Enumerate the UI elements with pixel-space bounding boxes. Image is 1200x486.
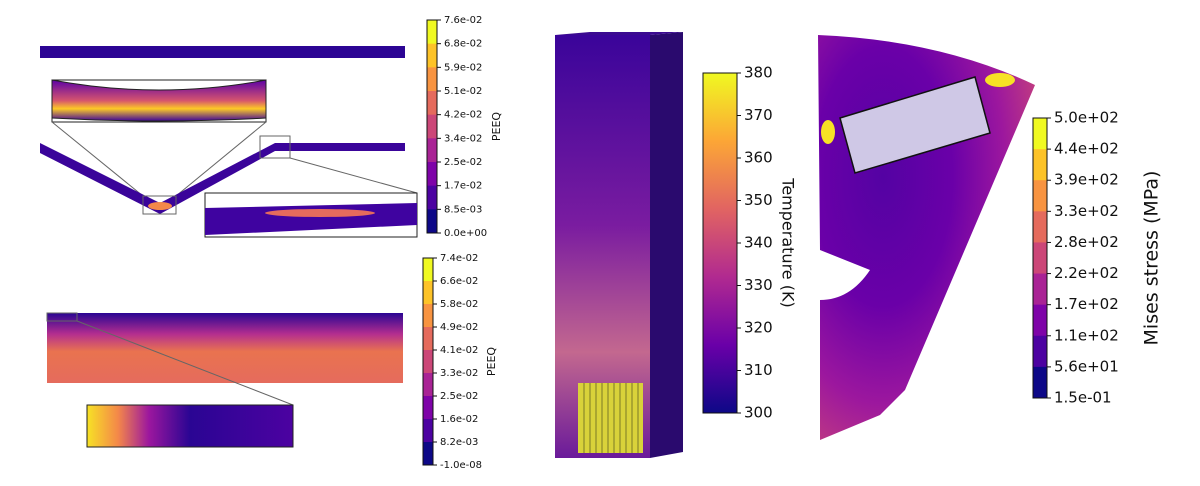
colorbar-band	[423, 258, 433, 282]
colorbar-tick-label: 4.9e-02	[440, 322, 478, 333]
colorbar-tick-label: 0.0e+00	[444, 228, 487, 239]
colorbar-band	[1033, 118, 1047, 150]
colorbar-label: Temperature (K)	[779, 177, 798, 307]
colorbar-tick-label: 1.7e+02	[1054, 295, 1119, 313]
colorbar-band	[427, 20, 437, 45]
heatsink-panel	[555, 32, 683, 458]
colorbar-band	[1033, 211, 1047, 243]
colorbar-tick-label: 4.2e-02	[444, 110, 482, 121]
colorbar-tick-label: 6.6e-02	[440, 276, 478, 287]
colorbar-gradient	[703, 73, 737, 413]
colorbar-tick-label: 2.5e-02	[440, 391, 478, 402]
colorbar-tick-label: 360	[744, 149, 773, 167]
colorbar-band	[427, 114, 437, 139]
colorbar-band	[423, 419, 433, 443]
colorbar-label: PEEQ	[485, 347, 498, 377]
colorbar-tick-label: 300	[744, 404, 773, 422]
colorbar-tick-label: 4.1e-02	[440, 345, 478, 356]
colorbar-tick-label: 8.2e-03	[440, 437, 478, 448]
colorbar-band	[423, 327, 433, 351]
colorbar-tick-label: 320	[744, 319, 773, 337]
colorbar-tick-label: 6.8e-02	[444, 39, 482, 50]
colorbar-tick-label: 310	[744, 361, 773, 379]
colorbar-band	[427, 209, 437, 234]
colorbar-tick-label: 2.8e+02	[1054, 233, 1119, 251]
colorbar-tick-label: 3.4e-02	[444, 133, 482, 144]
colorbar-band	[1033, 273, 1047, 306]
colorbar-band	[423, 442, 433, 466]
colorbar-tick-label: 3.3e-02	[440, 368, 478, 379]
colorbar-tick-label: 1.7e-02	[444, 181, 482, 192]
colorbar-tick-label: 5.1e-02	[444, 86, 482, 97]
colorbar-tick-label: 8.5e-03	[444, 204, 482, 215]
colorbar-band	[423, 304, 433, 328]
colorbar-band	[427, 67, 437, 92]
colorbar-band	[423, 281, 433, 305]
colorbar-frame	[422, 257, 434, 466]
colorbar-band	[427, 43, 437, 68]
colorbar-band	[427, 185, 437, 210]
colorbar-tick-label: 5.9e-02	[444, 62, 482, 73]
colorbar-tick-label: 1.1e+02	[1054, 326, 1119, 344]
colorbar-tick-label: 330	[744, 276, 773, 294]
bending-panel	[40, 46, 418, 238]
colorbar-tick-label: 1.5e-01	[1054, 389, 1112, 407]
colorbar-tick-label: 5.6e+01	[1054, 357, 1119, 375]
colorbar-band	[1033, 335, 1047, 368]
colorbar-band	[427, 138, 437, 163]
colorbar-tick-label: 2.2e+02	[1054, 264, 1119, 282]
colorbar-tick-label: 370	[744, 106, 773, 124]
colorbar-tick-label: 350	[744, 191, 773, 209]
colorbar-band	[423, 350, 433, 374]
colorbar-tick-label: 7.6e-02	[444, 15, 482, 26]
colorbar-tick-label: 2.5e-02	[444, 157, 482, 168]
colorbar-band	[423, 396, 433, 420]
colorbar-tick-label: 380	[744, 64, 773, 82]
colorbar-band	[423, 373, 433, 397]
colorbar-band	[427, 91, 437, 116]
plate-panel	[46, 312, 403, 448]
colorbar-band	[1033, 242, 1047, 275]
colorbar-tick-label: 7.4e-02	[440, 253, 478, 264]
colorbar-tick-label: 5.0e+02	[1054, 109, 1119, 127]
colorbar-label: Mises stress (MPa)	[1141, 171, 1163, 346]
colorbar-band	[1033, 149, 1047, 181]
colorbar-tick-label: 3.9e+02	[1054, 171, 1119, 189]
colorbar-tick-label: 340	[744, 234, 773, 252]
colorbar-tick-label: 5.8e-02	[440, 299, 478, 310]
colorbar-label: PEEQ	[490, 112, 503, 142]
colorbar-frame	[1032, 117, 1048, 399]
colorbar-tick-label: -1.0e-08	[440, 460, 482, 471]
colorbar-band	[1033, 180, 1047, 212]
colorbar-band	[1033, 304, 1047, 337]
colorbar-band	[1033, 366, 1047, 399]
colorbar-frame	[426, 19, 438, 234]
colorbar-tick-label: 3.3e+02	[1054, 202, 1119, 220]
colorbar-tick-label: 1.6e-02	[440, 414, 478, 425]
stress-panel	[818, 35, 1035, 440]
colorbar-tick-label: 4.4e+02	[1054, 140, 1119, 158]
colorbar-band	[427, 162, 437, 187]
